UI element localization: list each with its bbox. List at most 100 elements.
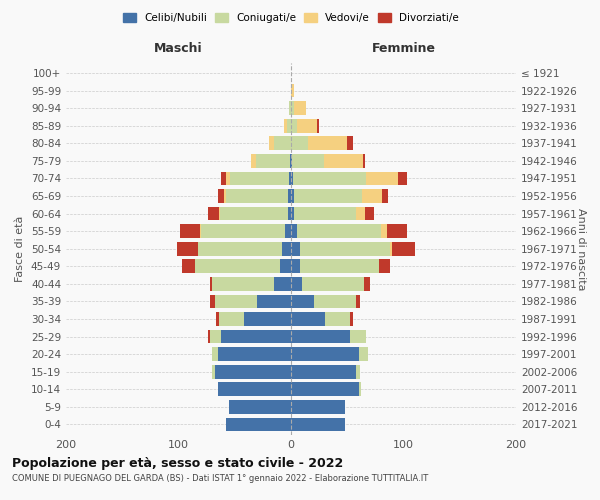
Bar [208, 330, 210, 344]
Bar [363, 154, 365, 168]
Bar [295, 189, 362, 203]
Bar [356, 365, 359, 378]
Bar [196, 260, 280, 273]
Bar [290, 154, 291, 168]
Bar [382, 189, 388, 203]
Y-axis label: Fasce di età: Fasce di età [16, 216, 25, 282]
Bar [325, 312, 349, 326]
Bar [291, 189, 295, 203]
Bar [218, 189, 223, 203]
Bar [291, 382, 359, 396]
Bar [291, 277, 302, 290]
Bar [226, 189, 287, 203]
Bar [295, 207, 356, 220]
Bar [223, 189, 226, 203]
Text: Femmine: Femmine [371, 42, 436, 56]
Bar [308, 136, 347, 150]
Bar [201, 224, 286, 238]
Bar [221, 330, 291, 344]
Bar [291, 330, 349, 344]
Bar [215, 294, 257, 308]
Bar [210, 277, 212, 290]
Bar [220, 207, 287, 220]
Bar [289, 172, 291, 185]
Bar [230, 172, 289, 185]
Bar [291, 84, 295, 98]
Bar [291, 348, 359, 361]
Bar [367, 172, 398, 185]
Bar [212, 365, 215, 378]
Bar [257, 294, 291, 308]
Bar [226, 418, 291, 432]
Bar [392, 242, 415, 256]
Text: Maschi: Maschi [154, 42, 203, 56]
Bar [284, 119, 287, 132]
Bar [359, 382, 361, 396]
Bar [229, 400, 291, 413]
Bar [314, 294, 356, 308]
Bar [379, 260, 390, 273]
Bar [251, 154, 256, 168]
Bar [215, 365, 291, 378]
Bar [291, 260, 300, 273]
Bar [302, 277, 364, 290]
Bar [219, 207, 220, 220]
Bar [291, 400, 345, 413]
Bar [390, 242, 392, 256]
Bar [219, 312, 244, 326]
Bar [291, 119, 296, 132]
Bar [291, 294, 314, 308]
Bar [218, 382, 291, 396]
Bar [291, 365, 356, 378]
Bar [386, 224, 407, 238]
Bar [178, 242, 197, 256]
Text: COMUNE DI PUEGNAGO DEL GARDA (BS) - Dati ISTAT 1° gennaio 2022 - Elaborazione TU: COMUNE DI PUEGNAGO DEL GARDA (BS) - Dati… [12, 474, 428, 483]
Bar [362, 189, 382, 203]
Bar [197, 242, 282, 256]
Bar [212, 348, 218, 361]
Bar [381, 224, 386, 238]
Bar [210, 294, 215, 308]
Bar [208, 207, 219, 220]
Bar [296, 224, 381, 238]
Bar [349, 330, 367, 344]
Bar [291, 172, 293, 185]
Bar [356, 207, 365, 220]
Bar [274, 277, 291, 290]
Bar [244, 312, 291, 326]
Bar [282, 242, 291, 256]
Bar [300, 260, 379, 273]
Bar [200, 224, 201, 238]
Bar [226, 172, 230, 185]
Bar [291, 242, 300, 256]
Bar [256, 154, 290, 168]
Bar [349, 312, 353, 326]
Bar [218, 348, 291, 361]
Bar [215, 312, 219, 326]
Bar [291, 224, 296, 238]
Bar [291, 102, 295, 115]
Bar [287, 207, 291, 220]
Bar [280, 260, 291, 273]
Bar [287, 189, 291, 203]
Bar [287, 119, 291, 132]
Legend: Celibi/Nubili, Coniugati/e, Vedovi/e, Divorziati/e: Celibi/Nubili, Coniugati/e, Vedovi/e, Di… [120, 10, 462, 26]
Bar [291, 136, 308, 150]
Bar [317, 119, 319, 132]
Bar [291, 207, 295, 220]
Bar [364, 277, 370, 290]
Bar [359, 348, 367, 361]
Bar [291, 418, 345, 432]
Bar [292, 154, 323, 168]
Bar [182, 260, 196, 273]
Text: Popolazione per età, sesso e stato civile - 2022: Popolazione per età, sesso e stato civil… [12, 458, 343, 470]
Bar [212, 277, 274, 290]
Bar [296, 119, 317, 132]
Bar [398, 172, 407, 185]
Bar [221, 172, 226, 185]
Bar [295, 102, 305, 115]
Bar [300, 242, 390, 256]
Bar [269, 136, 274, 150]
Bar [179, 224, 200, 238]
Y-axis label: Anni di nascita: Anni di nascita [576, 208, 586, 290]
